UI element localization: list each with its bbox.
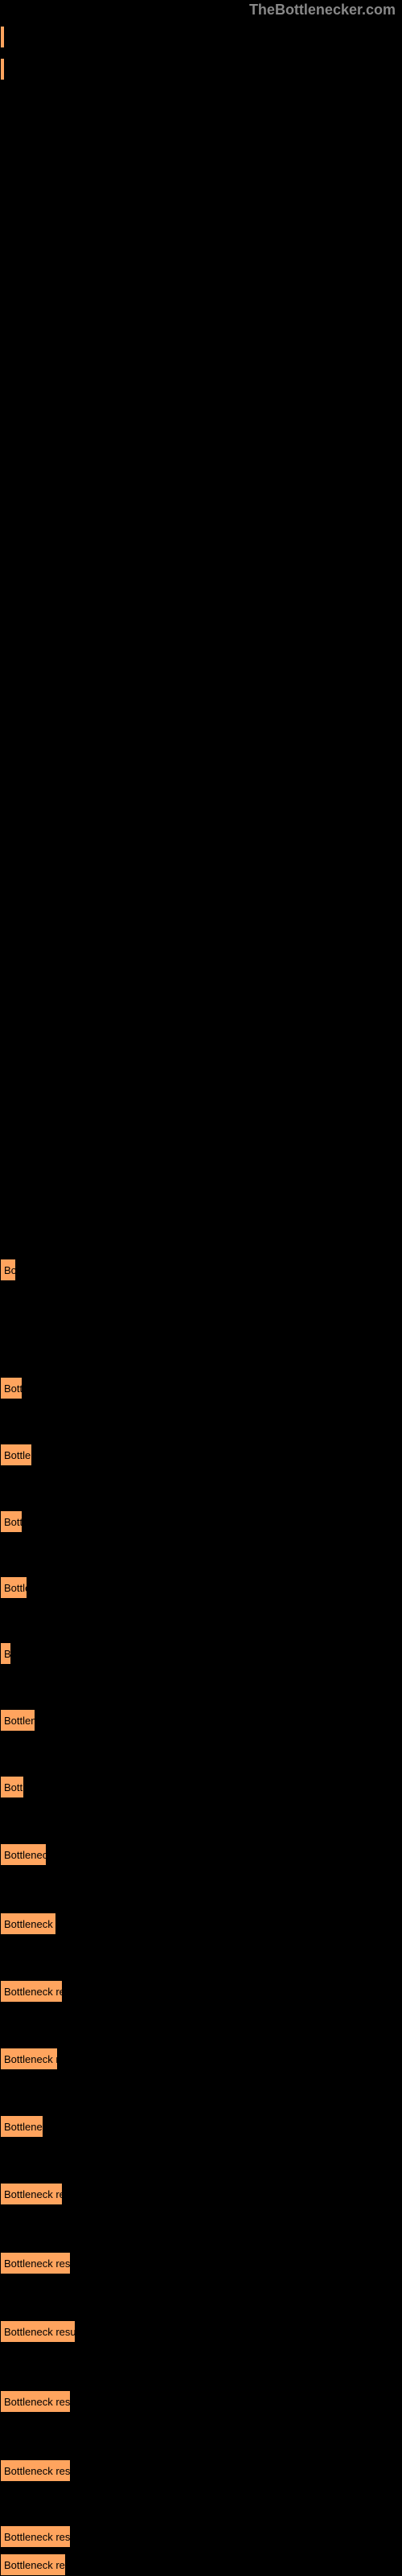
bar: Bottleneck re xyxy=(0,1912,56,1935)
bar-row: Bottleneck r xyxy=(0,1843,47,1866)
bar-row: B xyxy=(0,1642,11,1665)
bar-row: Bottleneck result xyxy=(0,2320,76,2343)
bar-chart: Bo Bott Bottlen Bott Bottle B Bottlene Bottl Bot… xyxy=(0,0,402,2574)
bar: Bottleneck result xyxy=(0,2525,71,2548)
bar: Bottleneck resu xyxy=(0,2183,63,2205)
bar: Bottleneck result xyxy=(0,2459,71,2482)
bar xyxy=(0,58,5,80)
bar: Bottleneck result xyxy=(0,2320,76,2343)
bar-row xyxy=(0,26,5,48)
bar-row: Bottleneck resul xyxy=(0,2553,66,2576)
bar: Bott xyxy=(0,1510,23,1533)
bar xyxy=(0,26,5,48)
bar: Bottlene xyxy=(0,1709,35,1732)
bar-row: Bottlene xyxy=(0,1709,35,1732)
bar: Bottl xyxy=(0,1776,24,1798)
bar: Bottleneck xyxy=(0,2115,43,2138)
bar-row: Bottleneck resu xyxy=(0,2183,63,2205)
bar: Bottleneck res xyxy=(0,2048,58,2070)
bar: Bottle xyxy=(0,1576,27,1599)
bar-row: Bottleneck re xyxy=(0,1912,56,1935)
bar: Bottleneck resul xyxy=(0,2553,66,2576)
bar-row xyxy=(0,58,5,80)
bar-row: Bottleneck result xyxy=(0,2390,71,2413)
bar: Bottleneck result xyxy=(0,2252,71,2274)
bar: Bott xyxy=(0,1377,23,1399)
bar: Bottleneck resu xyxy=(0,1980,63,2003)
bar: Bottlen xyxy=(0,1444,32,1466)
bar-row: Bottleneck resu xyxy=(0,1980,63,2003)
bar-row: Bottle xyxy=(0,1576,27,1599)
bar-row: Bottl xyxy=(0,1776,24,1798)
bar: Bottleneck result xyxy=(0,2390,71,2413)
bar-row: Bott xyxy=(0,1377,23,1399)
bar-row: Bottleneck xyxy=(0,2115,43,2138)
bar-row: Bottleneck result xyxy=(0,2525,71,2548)
bar-row: Bottleneck res xyxy=(0,2048,58,2070)
bar: B xyxy=(0,1642,11,1665)
bar-row: Bottleneck result xyxy=(0,2252,71,2274)
bar: Bo xyxy=(0,1259,16,1281)
bar-row: Bottleneck result xyxy=(0,2459,71,2482)
bar-row: Bo xyxy=(0,1259,16,1281)
bar: Bottleneck r xyxy=(0,1843,47,1866)
bar-row: Bottlen xyxy=(0,1444,32,1466)
bar-row: Bott xyxy=(0,1510,23,1533)
